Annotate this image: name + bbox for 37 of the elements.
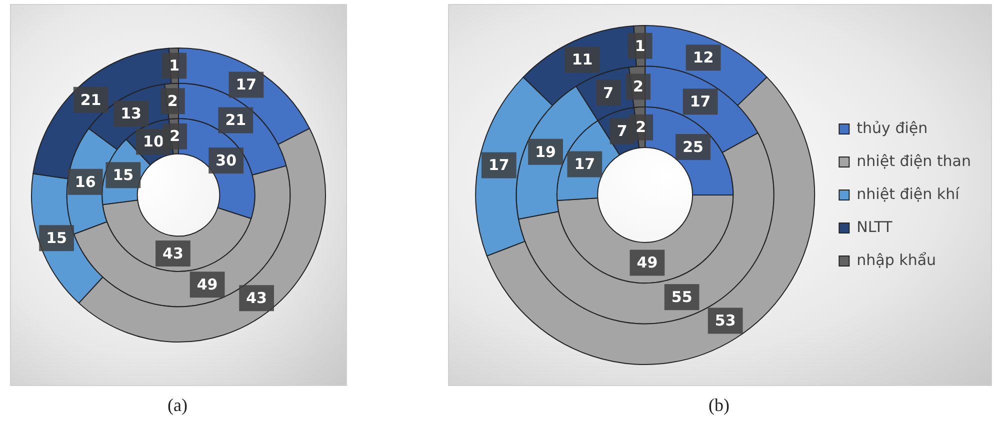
data-label: 49 (636, 254, 658, 272)
data-label: 25 (682, 138, 704, 156)
text: (b) (708, 395, 730, 416)
data-label: 17 (574, 155, 596, 174)
data-label: 12 (692, 48, 714, 67)
legend-label: nhiệt điện than (856, 152, 972, 170)
data-label: 2 (167, 92, 178, 110)
legend-label: NLTT (856, 218, 894, 236)
data-label: 7 (616, 122, 628, 140)
data-label: 16 (74, 172, 96, 191)
data-label: 2 (633, 78, 644, 96)
data-label: 19 (535, 142, 556, 161)
data-label: 17 (690, 92, 711, 111)
data-label: 49 (196, 275, 218, 294)
data-label: 17 (488, 156, 510, 174)
data-label: 2 (636, 118, 646, 136)
data-label: 21 (225, 111, 246, 130)
legend-label: thủy điện (856, 118, 928, 137)
data-label: 30 (216, 151, 237, 170)
data-label: 13 (120, 104, 142, 123)
legend-label: nhập khẩu (856, 250, 936, 269)
data-label: 15 (112, 166, 134, 184)
data-label: 2 (170, 127, 180, 146)
data-label: 11 (572, 50, 593, 69)
data-label: 15 (46, 229, 67, 248)
data-label: 1 (169, 56, 180, 75)
data-label: 10 (143, 132, 164, 151)
data-label: 55 (671, 288, 692, 306)
legend-label: nhiệt điện khí (856, 184, 960, 203)
data-label: 7 (603, 84, 614, 102)
data-label: 53 (714, 312, 736, 330)
data-label: 43 (162, 244, 184, 262)
data-label: 43 (246, 289, 267, 308)
data-label: 1 (634, 36, 646, 55)
text: (a) (166, 395, 188, 416)
data-label: 17 (236, 76, 257, 94)
data-label: 21 (80, 90, 102, 109)
